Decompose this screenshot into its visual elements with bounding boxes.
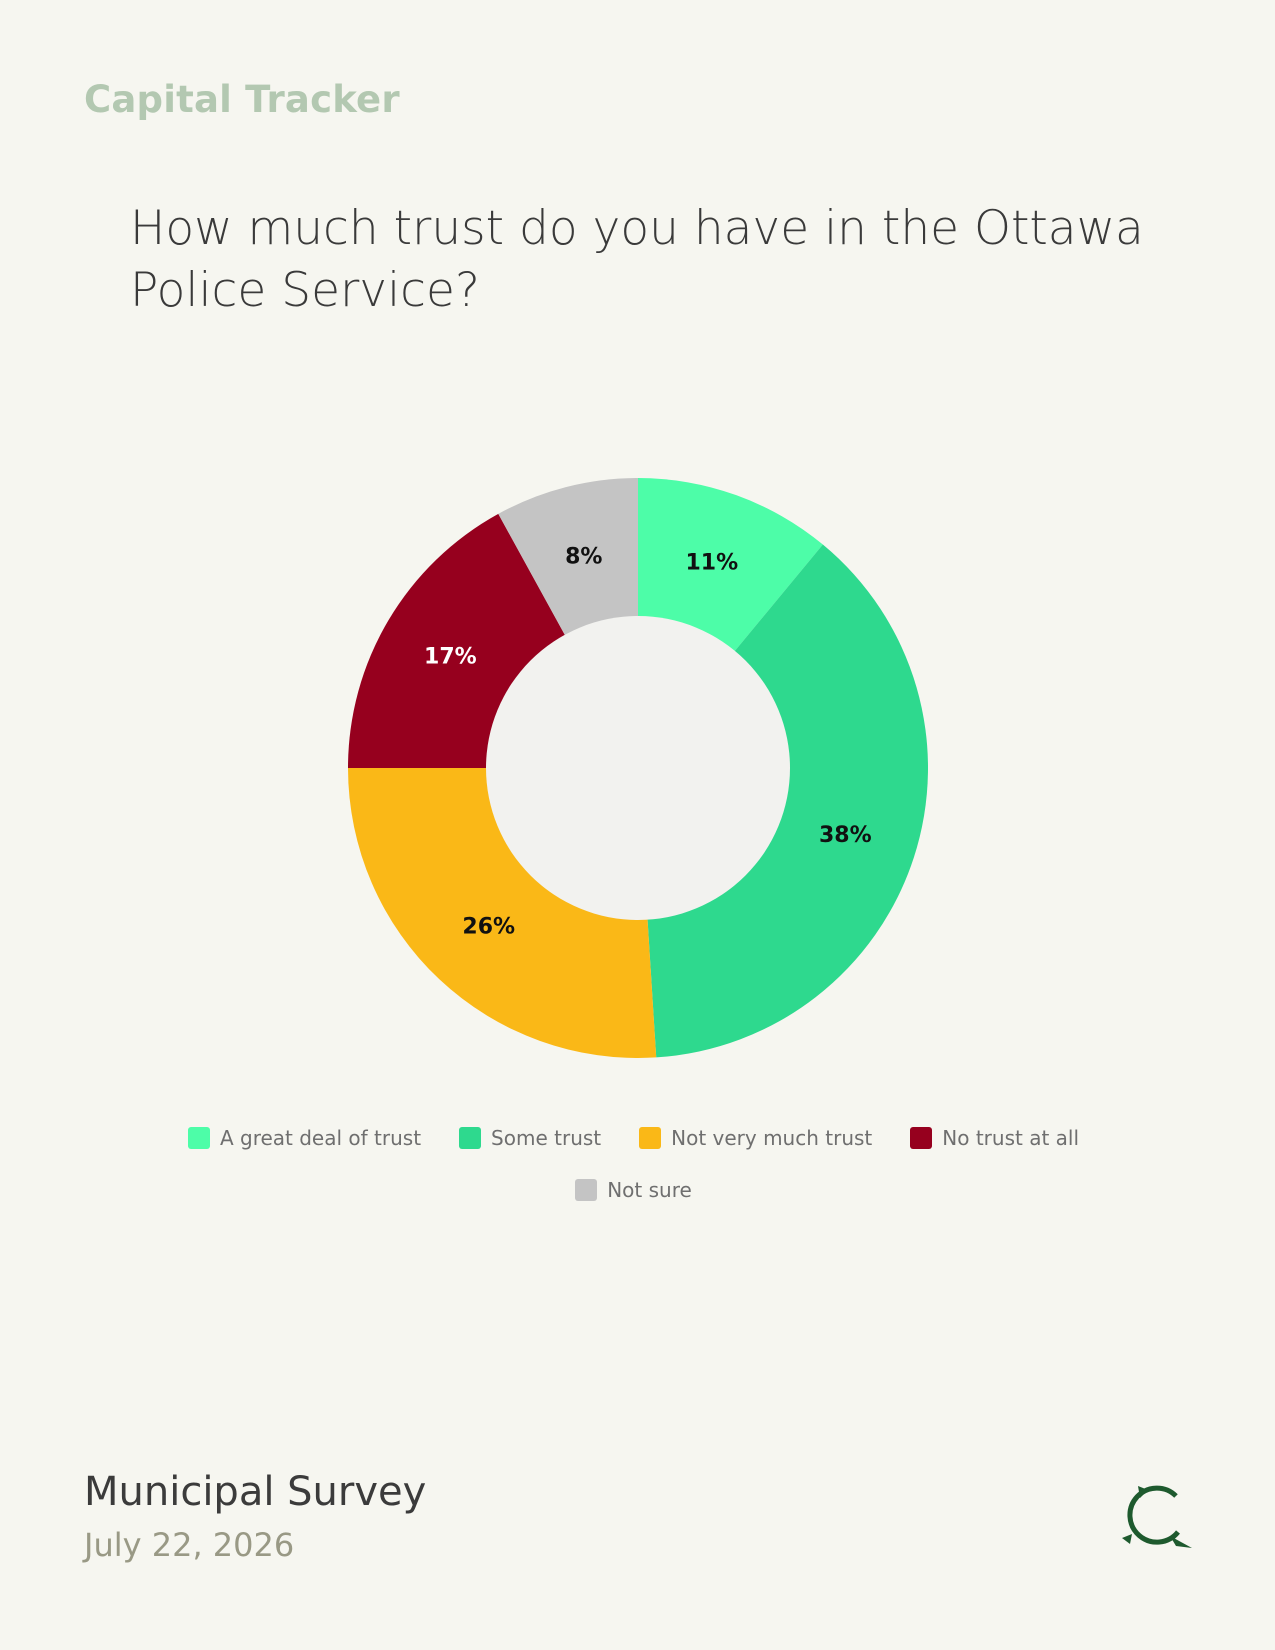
footer-title: Municipal Survey bbox=[84, 1469, 427, 1515]
legend-item-not-very-much-trust: Not very much trust bbox=[639, 1126, 872, 1150]
legend-item-a-great-deal-of-trust: A great deal of trust bbox=[187, 1126, 422, 1150]
chart-title: How much trust do you have in the Ottawa… bbox=[130, 201, 1144, 318]
data-label-not-sure: 8% bbox=[565, 544, 602, 569]
legend-item-no-trust-at-all: No trust at all bbox=[910, 1126, 1079, 1150]
legend-item-some-trust: Some trust bbox=[459, 1126, 601, 1150]
legend-label: No trust at all bbox=[942, 1126, 1080, 1150]
legend-swatch bbox=[187, 1127, 210, 1149]
data-label-no-trust-at-all: 17% bbox=[424, 645, 477, 670]
capital-tracker-logo-icon bbox=[1122, 1485, 1192, 1548]
donut-hole bbox=[486, 616, 790, 920]
legend-label: Not sure bbox=[607, 1178, 692, 1202]
legend-swatch bbox=[639, 1127, 662, 1149]
donut-data-labels: 11% 38% 26% 17% 8% bbox=[424, 544, 872, 939]
chart-legend: A great deal of trust Some trust Not very … bbox=[120, 1126, 1155, 1202]
legend-label: Some trust bbox=[491, 1126, 602, 1150]
legend-label: Not very much trust bbox=[671, 1126, 873, 1150]
legend-item-not-sure: Not sure bbox=[575, 1178, 692, 1202]
legend-label: A great deal of trust bbox=[219, 1126, 422, 1150]
brand-name: Capital Tracker bbox=[84, 78, 400, 121]
data-label-a-great-deal-of-trust: 11% bbox=[686, 550, 739, 575]
legend-swatch bbox=[910, 1127, 933, 1149]
data-label-some-trust: 38% bbox=[819, 823, 872, 848]
legend-swatch bbox=[459, 1127, 482, 1149]
legend-swatch bbox=[575, 1179, 598, 1201]
data-label-not-very-much-trust: 26% bbox=[462, 914, 515, 939]
footer-date: July 22, 2026 bbox=[84, 1526, 295, 1564]
